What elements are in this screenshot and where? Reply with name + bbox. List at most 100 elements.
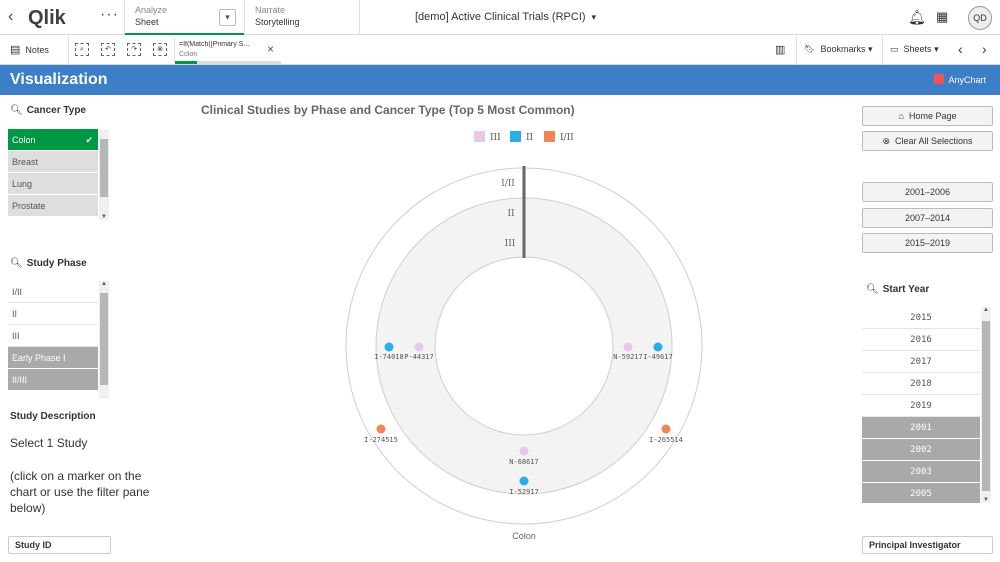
scroll-thumb[interactable] (982, 321, 990, 491)
chart-point[interactable] (384, 342, 394, 352)
list-item[interactable]: 2019 (862, 395, 980, 417)
grid-icon[interactable]: ▦ (936, 9, 949, 24)
list-item[interactable]: Colon ✔ (8, 129, 98, 151)
chevron-down-icon[interactable]: ▼ (983, 497, 989, 503)
sheets-icon: ▭ (890, 44, 899, 54)
clear-selections-icon: ⊗ (882, 136, 890, 146)
list-item[interactable]: 2018 (862, 373, 980, 395)
list-item[interactable]: 2002 (862, 439, 980, 461)
legend-item-i-ii[interactable]: I/II (544, 131, 574, 143)
chevron-down-icon[interactable]: ▾ (219, 9, 236, 26)
step-forward-icon[interactable]: ↷ (127, 43, 141, 56)
more-icon[interactable]: ··· (100, 6, 119, 23)
avatar[interactable]: QD (968, 6, 992, 30)
chevron-left-icon[interactable]: ‹ (8, 8, 14, 25)
period-2001-2006-button[interactable]: 2001–2006 (862, 182, 993, 202)
list-item[interactable]: 2016 (862, 329, 980, 351)
study-description-title: Study Description (10, 411, 96, 422)
chart-point[interactable] (661, 424, 671, 434)
chart-point[interactable] (519, 476, 529, 486)
start-year-label: Start Year (882, 284, 930, 295)
search-icon[interactable]: 🔍︎ (10, 105, 23, 116)
list-item[interactable]: II/III (8, 369, 98, 391)
bell-icon[interactable]: 🔔︎ (908, 9, 926, 25)
app-title[interactable]: [demo] Active Clinical Trials (RPCI) ▾ (415, 11, 596, 23)
chevron-up-icon[interactable]: ▲ (983, 307, 989, 313)
study-phase-title[interactable]: 🔍︎ Study Phase (10, 258, 87, 269)
active-tab-indicator (125, 33, 245, 35)
scroll-thumb[interactable] (100, 293, 108, 385)
divider (796, 35, 797, 65)
clear-label: Clear All Selections (895, 136, 973, 146)
clear-selections-icon[interactable]: ⊗ (153, 43, 167, 56)
previous-sheet-icon[interactable]: ‹ (958, 41, 963, 57)
list-item[interactable]: Early Phase I (8, 347, 98, 369)
toolbar: ▤ Notes ⌕ ↶ ↷ ⊗ =If(Match([Primary S... C… (0, 35, 1000, 65)
chart-title: Clinical Studies by Phase and Cancer Typ… (201, 103, 575, 117)
anychart-label: AnyChart (948, 75, 986, 85)
chevron-down-icon[interactable]: ▾ (591, 12, 597, 22)
scrollbar[interactable]: ▲ ▼ (981, 307, 991, 503)
layout-icon[interactable]: ▥ (775, 44, 786, 56)
list-item[interactable]: 2017 (862, 351, 980, 373)
period-2007-2014-button[interactable]: 2007–2014 (862, 208, 993, 228)
search-icon[interactable]: 🔍︎ (10, 258, 23, 269)
bookmarks-button[interactable]: 🔖︎ Bookmarks ▾ (804, 44, 873, 55)
scrollbar[interactable]: ▼ (99, 129, 109, 220)
home-page-button[interactable]: ⌂ Home Page (862, 106, 993, 126)
list-item[interactable]: Lung (8, 173, 98, 195)
list-item-label: Colon (12, 135, 36, 145)
divider (882, 35, 883, 65)
point-label: N-59217 (613, 353, 643, 361)
start-year-title[interactable]: 🔍︎ Start Year (866, 284, 929, 295)
notes-button[interactable]: ▤ Notes (10, 43, 49, 56)
chart-point[interactable] (519, 446, 529, 456)
search-icon[interactable]: 🔍︎ (866, 284, 879, 295)
list-item[interactable]: II (8, 303, 98, 325)
check-icon: ✔ (85, 135, 93, 145)
close-icon[interactable]: × (266, 42, 274, 56)
point-label: N-68617 (509, 458, 539, 466)
legend-swatch (544, 131, 555, 142)
cancer-type-title[interactable]: 🔍︎ Cancer Type (10, 105, 86, 116)
list-item-label: 2003 (910, 467, 932, 477)
divider (359, 0, 360, 35)
legend-item-ii[interactable]: II (510, 131, 533, 143)
chevron-up-icon[interactable]: ▲ (101, 281, 107, 287)
home-icon: ⌂ (898, 111, 904, 121)
sheets-button[interactable]: ▭ Sheets ▾ (890, 44, 939, 55)
narrate-tab[interactable]: Narrate Storytelling (244, 0, 359, 35)
list-item[interactable]: III (8, 325, 98, 347)
period-2015-2019-button[interactable]: 2015–2019 (862, 233, 993, 253)
principal-investigator-field[interactable]: Principal Investigator (862, 536, 993, 554)
clear-all-selections-button[interactable]: ⊗ Clear All Selections (862, 131, 993, 151)
chart-point[interactable] (414, 342, 424, 352)
chevron-down-icon[interactable]: ▼ (101, 214, 107, 220)
selection-tools: ⌕ ↶ ↷ ⊗ (68, 35, 173, 65)
list-item[interactable]: 2015 (862, 307, 980, 329)
next-sheet-icon[interactable]: › (982, 41, 987, 57)
chart-point[interactable] (623, 342, 633, 352)
list-item[interactable]: I/II (8, 281, 98, 303)
anychart-icon (934, 74, 945, 84)
list-item[interactable]: Breast (8, 151, 98, 173)
anychart-link[interactable]: AnyChart (934, 74, 986, 85)
list-item-label: 2016 (910, 335, 932, 345)
selection-chip[interactable]: =If(Match([Primary S... Colon × (174, 38, 281, 64)
list-item[interactable]: 2003 (862, 461, 980, 483)
chart-point[interactable] (653, 342, 663, 352)
list-item[interactable]: Prostate (8, 195, 98, 217)
smart-search-icon[interactable]: ⌕ (75, 43, 89, 56)
analyze-tab[interactable]: Analyze Sheet ▾ (124, 0, 245, 35)
list-item[interactable]: 2001 (862, 417, 980, 439)
scrollbar[interactable]: ▲ (99, 281, 109, 399)
list-item[interactable]: 2005 (862, 483, 980, 503)
cancer-type-label: Cancer Type (26, 105, 86, 116)
point-label: P-44317 (404, 353, 434, 361)
chart-point[interactable] (376, 424, 386, 434)
study-id-field[interactable]: Study ID (8, 536, 111, 554)
scroll-thumb[interactable] (100, 139, 108, 197)
qlik-logo[interactable]: Qlik (28, 7, 66, 30)
step-back-icon[interactable]: ↶ (101, 43, 115, 56)
legend-item-iii[interactable]: III (474, 131, 501, 143)
